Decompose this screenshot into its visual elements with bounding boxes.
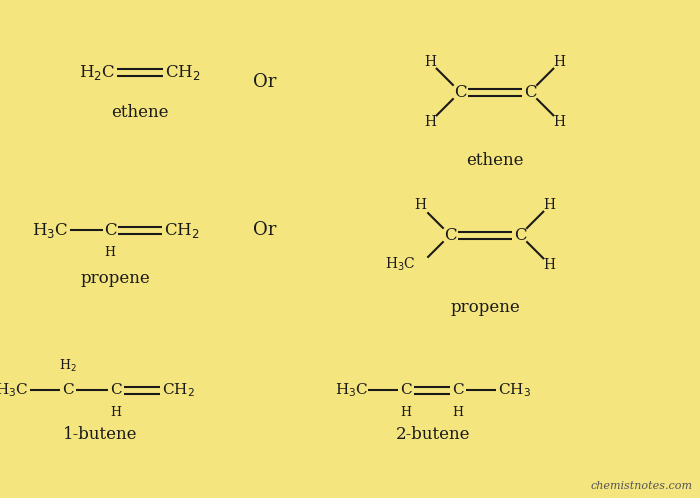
Text: 2-butene: 2-butene xyxy=(395,425,470,443)
Text: CH$_2$: CH$_2$ xyxy=(164,221,200,240)
Text: CH$_3$: CH$_3$ xyxy=(498,381,531,399)
Text: H: H xyxy=(544,198,556,212)
Text: H: H xyxy=(424,55,436,69)
Text: C: C xyxy=(524,84,536,101)
Text: H$_2$C: H$_2$C xyxy=(79,63,115,82)
Text: H: H xyxy=(452,406,463,419)
Text: C: C xyxy=(110,383,122,397)
Text: H$_3$C: H$_3$C xyxy=(385,256,415,273)
Text: H$_3$C: H$_3$C xyxy=(32,221,68,240)
Text: C: C xyxy=(444,227,456,244)
Text: H: H xyxy=(554,55,566,69)
Text: ethene: ethene xyxy=(466,151,524,168)
Text: H$_2$: H$_2$ xyxy=(60,358,77,374)
Text: ethene: ethene xyxy=(111,104,169,121)
Text: H: H xyxy=(400,406,412,419)
Text: Or: Or xyxy=(253,221,276,239)
Text: Or: Or xyxy=(253,73,276,91)
Text: CH$_2$: CH$_2$ xyxy=(165,63,201,82)
Text: propene: propene xyxy=(80,269,150,286)
Text: C: C xyxy=(104,222,116,239)
Text: 1-butene: 1-butene xyxy=(63,425,137,443)
Text: C: C xyxy=(400,383,412,397)
Text: H: H xyxy=(111,406,122,419)
Text: CH$_2$: CH$_2$ xyxy=(162,381,195,399)
Text: H: H xyxy=(414,198,426,212)
Text: C: C xyxy=(454,84,466,101)
Text: C: C xyxy=(514,227,526,244)
Text: H: H xyxy=(424,115,436,128)
Text: propene: propene xyxy=(450,298,520,316)
Text: H: H xyxy=(554,115,566,128)
Text: C: C xyxy=(452,383,464,397)
Text: C: C xyxy=(62,383,74,397)
Text: H: H xyxy=(104,246,116,259)
Text: H: H xyxy=(544,257,556,272)
Text: H$_3$C: H$_3$C xyxy=(335,381,368,399)
Text: H$_3$C: H$_3$C xyxy=(0,381,28,399)
Text: chemistnotes.com: chemistnotes.com xyxy=(591,481,693,491)
